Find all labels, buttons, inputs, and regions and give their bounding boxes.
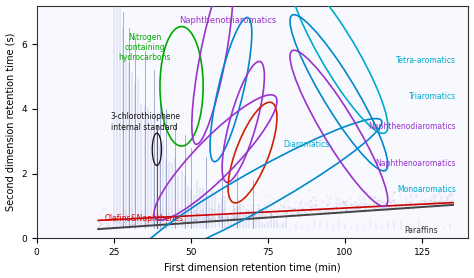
Text: Nitrogen
containing
hydrocarbons: Nitrogen containing hydrocarbons [118,33,171,63]
Text: Paraffins: Paraffins [404,225,438,235]
X-axis label: First dimension retention time (min): First dimension retention time (min) [164,262,341,272]
Y-axis label: Second dimension retention time (s): Second dimension retention time (s) [6,33,16,211]
Text: Naphthenotriaromatics: Naphthenotriaromatics [179,16,276,24]
Text: Diaromatics: Diaromatics [283,140,329,149]
Text: Tetra-aromatics: Tetra-aromatics [396,56,456,65]
Text: 3-chlorothiophene
internal standard: 3-chlorothiophene internal standard [110,112,181,131]
Text: Naphthenodiaromatics: Naphthenodiaromatics [368,122,456,131]
Text: Triaromatics: Triaromatics [409,91,456,101]
Text: Olefins&Naphthenes: Olefins&Naphthenes [104,214,183,223]
Text: Naphthenoaromatics: Naphthenoaromatics [375,159,456,168]
Text: Monoaromatics: Monoaromatics [397,185,456,194]
